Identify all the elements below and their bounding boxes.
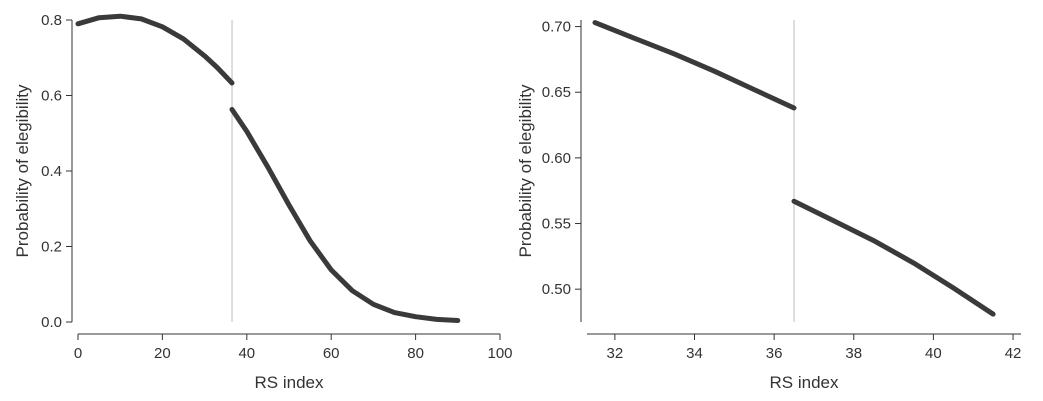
- y-tick-label: 0.2: [41, 239, 62, 256]
- x-tick-label: 40: [238, 345, 255, 362]
- series-line-segment: [592, 20, 797, 111]
- y-axis-title: Probability of elegibility: [516, 84, 535, 257]
- y-tick-label: 0.0: [41, 314, 62, 331]
- y-tick-label: 0.50: [542, 281, 571, 298]
- series-line-segment: [229, 107, 461, 323]
- x-axis-title: RS index: [770, 373, 839, 392]
- y-tick-label: 0.65: [542, 84, 571, 101]
- x-tick-label: 80: [407, 345, 424, 362]
- y-tick-label: 0.8: [41, 12, 62, 29]
- y-tick-label: 0.70: [542, 19, 571, 36]
- y-tick-label: 0.6: [41, 88, 62, 105]
- x-tick-label: 0: [74, 345, 82, 362]
- y-tick-label: 0.60: [542, 150, 571, 167]
- x-tick-label: 34: [686, 345, 703, 362]
- x-tick-label: 20: [154, 345, 171, 362]
- y-tick-label: 0.55: [542, 216, 571, 233]
- y-tick-label: 0.4: [41, 163, 62, 180]
- series-line-segment: [75, 13, 235, 86]
- x-tick-label: 40: [925, 345, 942, 362]
- x-tick-label: 100: [487, 345, 512, 362]
- chart-panel-zoomed: 32 34 36 38 40 42 0.50 0.55 0.60 0.65 0.70 RS index…: [516, 19, 1021, 392]
- x-tick-label: 32: [607, 345, 624, 362]
- series-line-segment: [791, 198, 996, 317]
- x-axis-title: RS index: [255, 373, 324, 392]
- x-tick-label: 60: [323, 345, 340, 362]
- chart-panel-full-range: 0 20 40 60 80 100 0.0 0.2 0.4 0.6 0.8 RS index Proba…: [13, 12, 513, 392]
- x-tick-label: 36: [766, 345, 783, 362]
- x-tick-label: 42: [1005, 345, 1022, 362]
- y-axis-title: Probability of elegibility: [13, 84, 32, 257]
- x-tick-label: 38: [845, 345, 862, 362]
